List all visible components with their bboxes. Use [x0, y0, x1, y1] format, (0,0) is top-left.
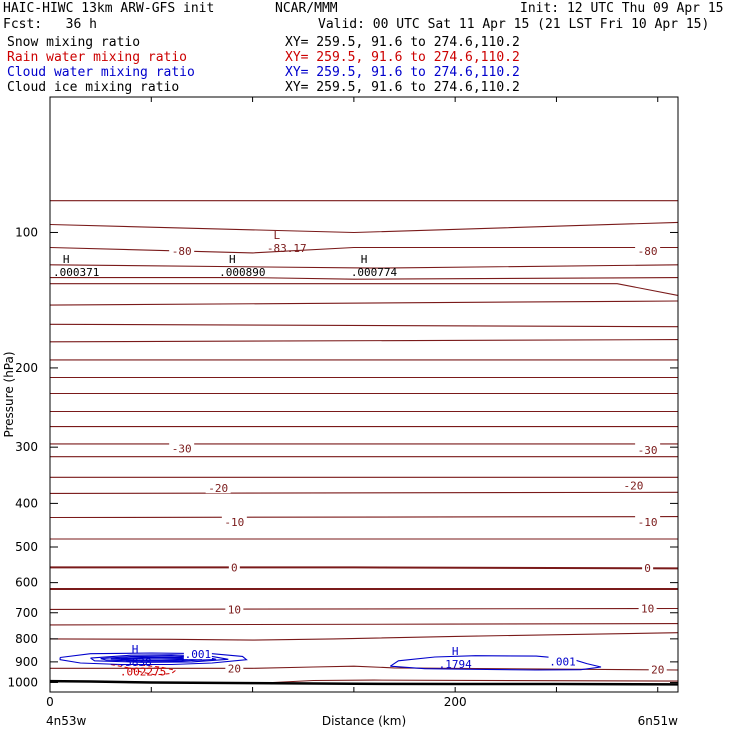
- cloud-water-max-value: .1794: [439, 658, 472, 671]
- temperature-contour: [50, 221, 678, 234]
- temperature-contour-label: -20: [208, 482, 228, 495]
- valid-time: Valid: 00 UTC Sat 11 Apr 15 (21 LST Fri …: [318, 17, 710, 32]
- y-tick-label: 600: [15, 576, 38, 590]
- field-name: Rain water mixing ratio: [7, 50, 188, 65]
- field-name: Cloud water mixing ratio: [7, 65, 195, 80]
- surface-pressure-line: [49, 679, 679, 686]
- temperature-contour: [50, 300, 678, 306]
- contour-label-bg: [228, 560, 240, 573]
- temperature-low-value: -83.17: [267, 242, 307, 255]
- field-xy-range: XY= 259.5, 91.6 to 274.6,110.2: [285, 35, 520, 50]
- snow-max-marker: H: [361, 253, 368, 266]
- cloud-water-contour: [90, 654, 229, 663]
- contour-label-bg: [638, 601, 657, 614]
- snow-max-marker: H: [63, 253, 70, 266]
- temperature-contour-label: -80: [638, 245, 658, 258]
- cloud-water-contour: [100, 655, 217, 662]
- cloud-water-max-marker: H: [132, 643, 139, 656]
- y-tick-label: 500: [15, 540, 38, 554]
- y-tick-label: 100: [15, 225, 38, 239]
- contour-label-bg: [221, 515, 247, 528]
- temperature-contour: [50, 516, 678, 519]
- temperature-contour: [50, 246, 678, 254]
- plot-frame: [49, 96, 679, 693]
- contour-label-bg: [169, 244, 195, 257]
- temperature-contour-label: 20: [651, 663, 664, 676]
- cloud-water-max-value: .5838: [119, 656, 152, 669]
- y-tick-label: 300: [15, 440, 38, 454]
- x-tick-label: 0: [46, 695, 54, 709]
- forecast-hour: Fcst: 36 h: [3, 17, 97, 32]
- contour-label-bg: [635, 515, 661, 528]
- y-tick-label: 400: [15, 496, 38, 510]
- temperature-contour-label: 20: [228, 662, 241, 675]
- y-tick-label: 1000: [7, 675, 38, 689]
- temperature-contour: [50, 566, 678, 570]
- temperature-contour: [50, 339, 678, 343]
- temperature-contour: [50, 665, 678, 671]
- organization-label: NCAR/MMM: [275, 1, 338, 16]
- temperature-contour-label: 10: [641, 603, 654, 616]
- temperature-contour-label: -30: [638, 444, 658, 457]
- cloud-water-contour: [389, 655, 602, 671]
- temperature-contour: [272, 679, 678, 684]
- temperature-contour-label: 0: [231, 561, 238, 574]
- temperature-contour: [50, 623, 678, 626]
- cloud-water-contour: [120, 657, 188, 661]
- field-name: Cloud ice mixing ratio: [7, 80, 180, 95]
- start-point-label: 4n53w: [46, 714, 87, 728]
- contour-label-bg: [548, 654, 577, 667]
- field-name: Snow mixing ratio: [7, 35, 141, 50]
- temperature-contour: [50, 283, 678, 296]
- contour-label-bg: [635, 244, 661, 257]
- temperature-contour: [50, 277, 678, 280]
- y-tick-label: 900: [15, 655, 38, 669]
- contour-label-bg: [169, 441, 195, 454]
- temperature-contour-label: -10: [638, 516, 658, 529]
- temperature-contour-label: -80: [172, 245, 192, 258]
- y-tick-label: 700: [15, 606, 38, 620]
- contour-label-bg: [642, 561, 654, 574]
- contour-label-bg: [635, 442, 661, 455]
- temperature-contour: [50, 632, 678, 641]
- contour-label-bg: [225, 661, 244, 674]
- cloud-water-contour-label: .001: [549, 655, 576, 668]
- field-xy-range: XY= 259.5, 91.6 to 274.6,110.2: [285, 65, 520, 80]
- field-xy-range: XY= 259.5, 91.6 to 274.6,110.2: [285, 50, 520, 65]
- temperature-contour-label: 10: [228, 604, 241, 617]
- temperature-contour: [50, 264, 678, 269]
- chart-title: HAIC-HIWC 13km ARW-GFS init: [3, 1, 215, 16]
- snow-max-marker: H: [229, 253, 236, 266]
- contour-label-bg: [225, 602, 244, 615]
- snow-max-value: .000774: [351, 266, 398, 279]
- x-axis-label: Distance (km): [322, 714, 406, 728]
- temperature-low-marker: L: [273, 229, 280, 242]
- x-tick-label: 200: [444, 695, 467, 709]
- y-axis-label: Pressure (hPa): [2, 351, 16, 437]
- contour-label-bg: [620, 478, 646, 491]
- temperature-contour-label: -20: [623, 479, 643, 492]
- temperature-contour-label: -10: [224, 516, 244, 529]
- cloud-water-max-marker: H: [452, 645, 459, 658]
- snow-max-value: .000890: [219, 266, 265, 279]
- end-point-label: 6n51w: [638, 714, 679, 728]
- cloud-water-contour: [59, 652, 248, 666]
- init-time: Init: 12 UTC Thu 09 Apr 15: [520, 1, 724, 16]
- rain-water-contour: [110, 664, 177, 676]
- rain-water-max-value: .002275: [120, 666, 166, 679]
- temperature-contour: [50, 323, 678, 328]
- contour-label-bg: [183, 647, 212, 660]
- contour-label-bg: [205, 481, 231, 494]
- cloud-water-contour-label: .001: [185, 648, 212, 661]
- temperature-contour-label: -30: [172, 442, 192, 455]
- contour-label-bg: [648, 662, 667, 675]
- temperature-contour: [50, 607, 678, 610]
- temperature-contour: [50, 491, 678, 494]
- y-tick-label: 800: [15, 632, 38, 646]
- temperature-contour-label: 0: [644, 562, 651, 575]
- field-xy-range: XY= 259.5, 91.6 to 274.6,110.2: [285, 80, 520, 95]
- y-tick-label: 200: [15, 361, 38, 375]
- snow-max-value: .000371: [53, 266, 99, 279]
